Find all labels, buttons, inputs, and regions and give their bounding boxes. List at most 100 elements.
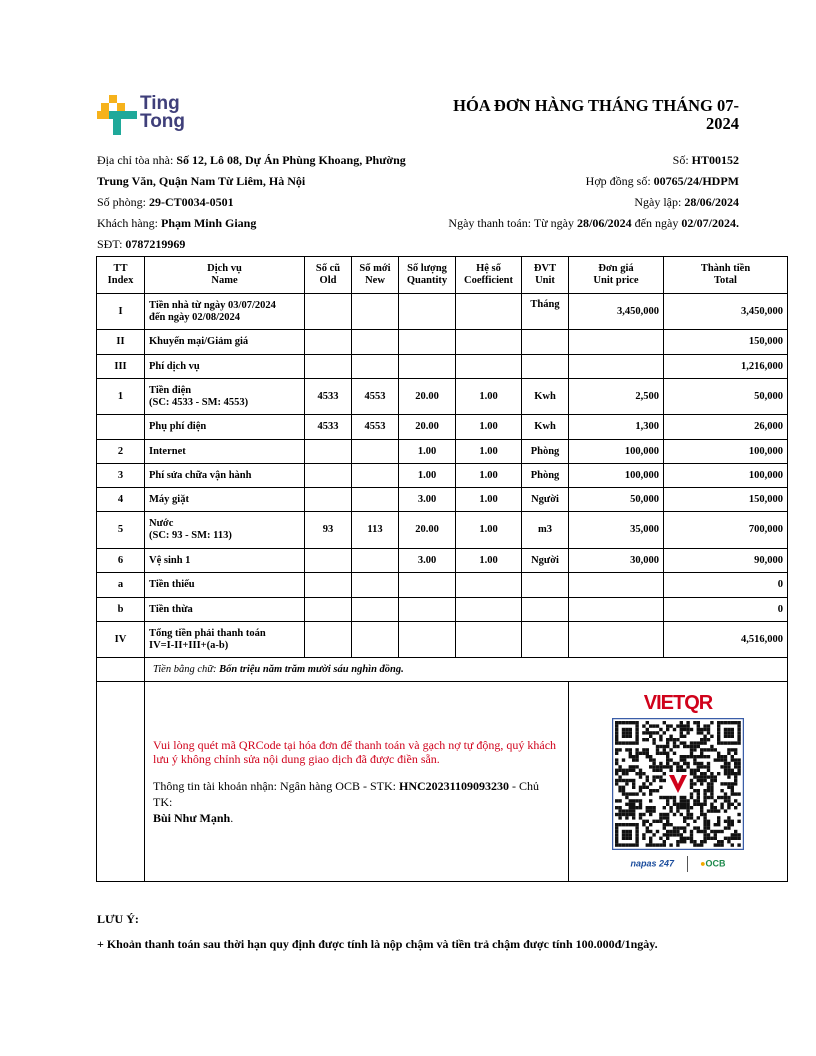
qr-module (683, 802, 687, 806)
qr-module (618, 778, 622, 782)
qr-module (720, 764, 724, 769)
qr-module (727, 734, 731, 738)
qr-module (625, 791, 629, 796)
qr-module (618, 740, 622, 745)
qr-module (734, 805, 738, 809)
qr-module (737, 737, 741, 741)
qr-module (689, 751, 694, 755)
qr-module (696, 802, 700, 806)
qr-module (621, 778, 626, 782)
qr-module (632, 798, 636, 803)
table-row: 3 Phí sửa chữa vận hành 1.00 1.00 Phòng … (96, 463, 788, 488)
qr-module (632, 812, 636, 816)
qr-cell: VIETQR napas 247 ●OCB (568, 681, 788, 882)
qr-module (638, 798, 643, 803)
qr-module (727, 805, 731, 809)
qr-module (642, 781, 646, 786)
qr-module (655, 723, 660, 728)
qr-module (723, 754, 728, 758)
header-en: Old (319, 275, 337, 286)
qr-module (635, 798, 639, 803)
header-en: Unit (535, 275, 555, 286)
qr-module (625, 836, 629, 840)
cell-total: 100,000 (663, 439, 788, 464)
name-line2: (SC: 93 - SM: 113) (149, 530, 232, 541)
cell-unit-price (568, 329, 664, 355)
qr-module (693, 757, 697, 762)
qr-module (713, 778, 717, 782)
cell-unit: Tháng (521, 293, 569, 330)
qr-module (720, 805, 724, 809)
name-line2: IV=I-II+III+(a-b) (149, 639, 229, 651)
qr-module (693, 788, 697, 792)
qr-module (625, 730, 629, 735)
pay-end: . (736, 216, 739, 230)
qr-module (669, 723, 673, 728)
header-vi: TT (113, 263, 128, 274)
cell-name: Phụ phí điện (144, 414, 305, 440)
qr-module (679, 798, 683, 803)
qr-module (615, 747, 619, 752)
qr-module (666, 812, 670, 816)
qr-module (696, 754, 700, 758)
qr-module (730, 791, 734, 796)
qr-module (625, 795, 629, 799)
qr-module (723, 768, 728, 772)
qr-module (683, 768, 687, 772)
qr-module (635, 734, 639, 738)
qr-module (628, 720, 632, 724)
qr-module (720, 740, 724, 745)
qr-module (730, 727, 734, 731)
qr-module (723, 734, 728, 738)
qr-module (625, 734, 629, 738)
qr-module (720, 781, 724, 786)
cell-name: Tổng tiền phải thanh toán IV=I-II+III+(a-… (144, 621, 305, 658)
qr-module (703, 839, 707, 843)
invoice-info: Số: HT00152 Hợp đồng số: 00765/24/HDPM N… (339, 150, 739, 234)
qr-module (679, 825, 683, 830)
cell-old (304, 354, 352, 379)
qr-module (723, 761, 728, 765)
qr-module (649, 805, 653, 809)
qr-module (689, 785, 694, 789)
qr-module (696, 768, 700, 772)
qr-module (686, 808, 690, 813)
qr-module (666, 819, 670, 823)
cell-index: 1 (96, 378, 145, 415)
qr-module (706, 788, 711, 792)
qr-module (642, 737, 646, 741)
qr-code[interactable] (612, 717, 744, 850)
cell-new: 4553 (351, 414, 399, 440)
qr-module (720, 802, 724, 806)
qr-module (683, 744, 687, 748)
qr-module (666, 798, 670, 803)
qr-module (730, 836, 734, 840)
qr-module (679, 836, 683, 840)
qr-module (652, 788, 656, 792)
cell-total: 50,000 (663, 378, 788, 415)
qr-module (669, 757, 673, 762)
qr-module (676, 829, 680, 833)
qr-module (700, 754, 704, 758)
qr-module (689, 744, 694, 748)
ocb-logo-text: OCB (705, 857, 726, 868)
qr-module (737, 791, 741, 796)
qr-module (723, 819, 728, 823)
qr-module (621, 771, 626, 775)
name-line1: Khuyến mại/Giảm giá (149, 336, 249, 347)
qr-module (706, 737, 711, 741)
logo-text-line2: Tong (140, 111, 186, 132)
qr-module (730, 822, 734, 826)
qr-module (645, 727, 649, 731)
cell-unit-price: 35,000 (568, 511, 664, 549)
qr-module (723, 798, 728, 803)
qr-module (618, 768, 622, 772)
qr-module (737, 832, 741, 837)
qr-module (628, 747, 632, 752)
qr-module (737, 730, 741, 735)
qr-module (649, 798, 653, 803)
qr-module (734, 764, 738, 769)
qr-module (734, 791, 738, 796)
qr-module (703, 774, 707, 779)
qr-module (638, 805, 643, 809)
